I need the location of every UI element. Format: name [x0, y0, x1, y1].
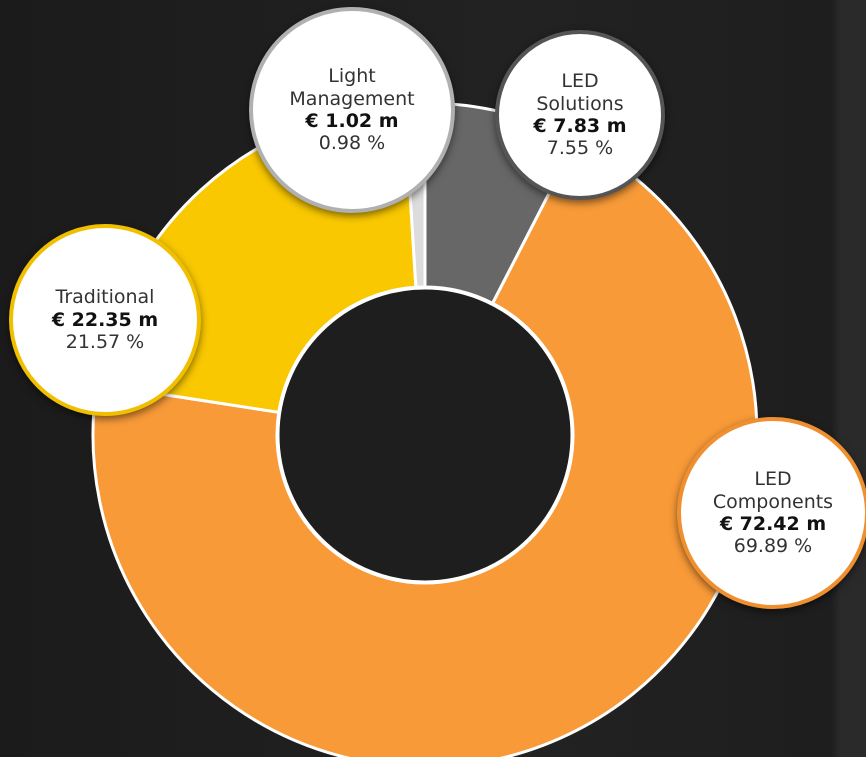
label-name: LED Components — [712, 468, 834, 513]
label-amount: € 72.42 m — [719, 513, 827, 535]
label-percent: 0.98 % — [318, 132, 386, 155]
label-amount: € 22.35 m — [51, 308, 159, 331]
data-label: LED Components € 72.42 m 69.89 % — [677, 417, 866, 609]
data-label: Traditional € 22.35 m 21.57 % — [9, 224, 201, 416]
label-amount: € 7.83 m — [533, 115, 627, 137]
label-name: LED Solutions — [536, 70, 624, 115]
donut-hole — [276, 286, 574, 584]
label-name: Traditional — [55, 286, 155, 309]
label-name: Light Management — [289, 65, 415, 110]
label-percent: 69.89 % — [733, 535, 813, 558]
label-percent: 21.57 % — [65, 331, 145, 354]
data-label: Light Management € 1.02 m 0.98 % — [249, 7, 455, 213]
label-percent: 7.55 % — [546, 137, 614, 160]
data-label: LED Solutions € 7.83 m 7.55 % — [495, 30, 665, 200]
label-amount: € 1.02 m — [305, 110, 399, 132]
